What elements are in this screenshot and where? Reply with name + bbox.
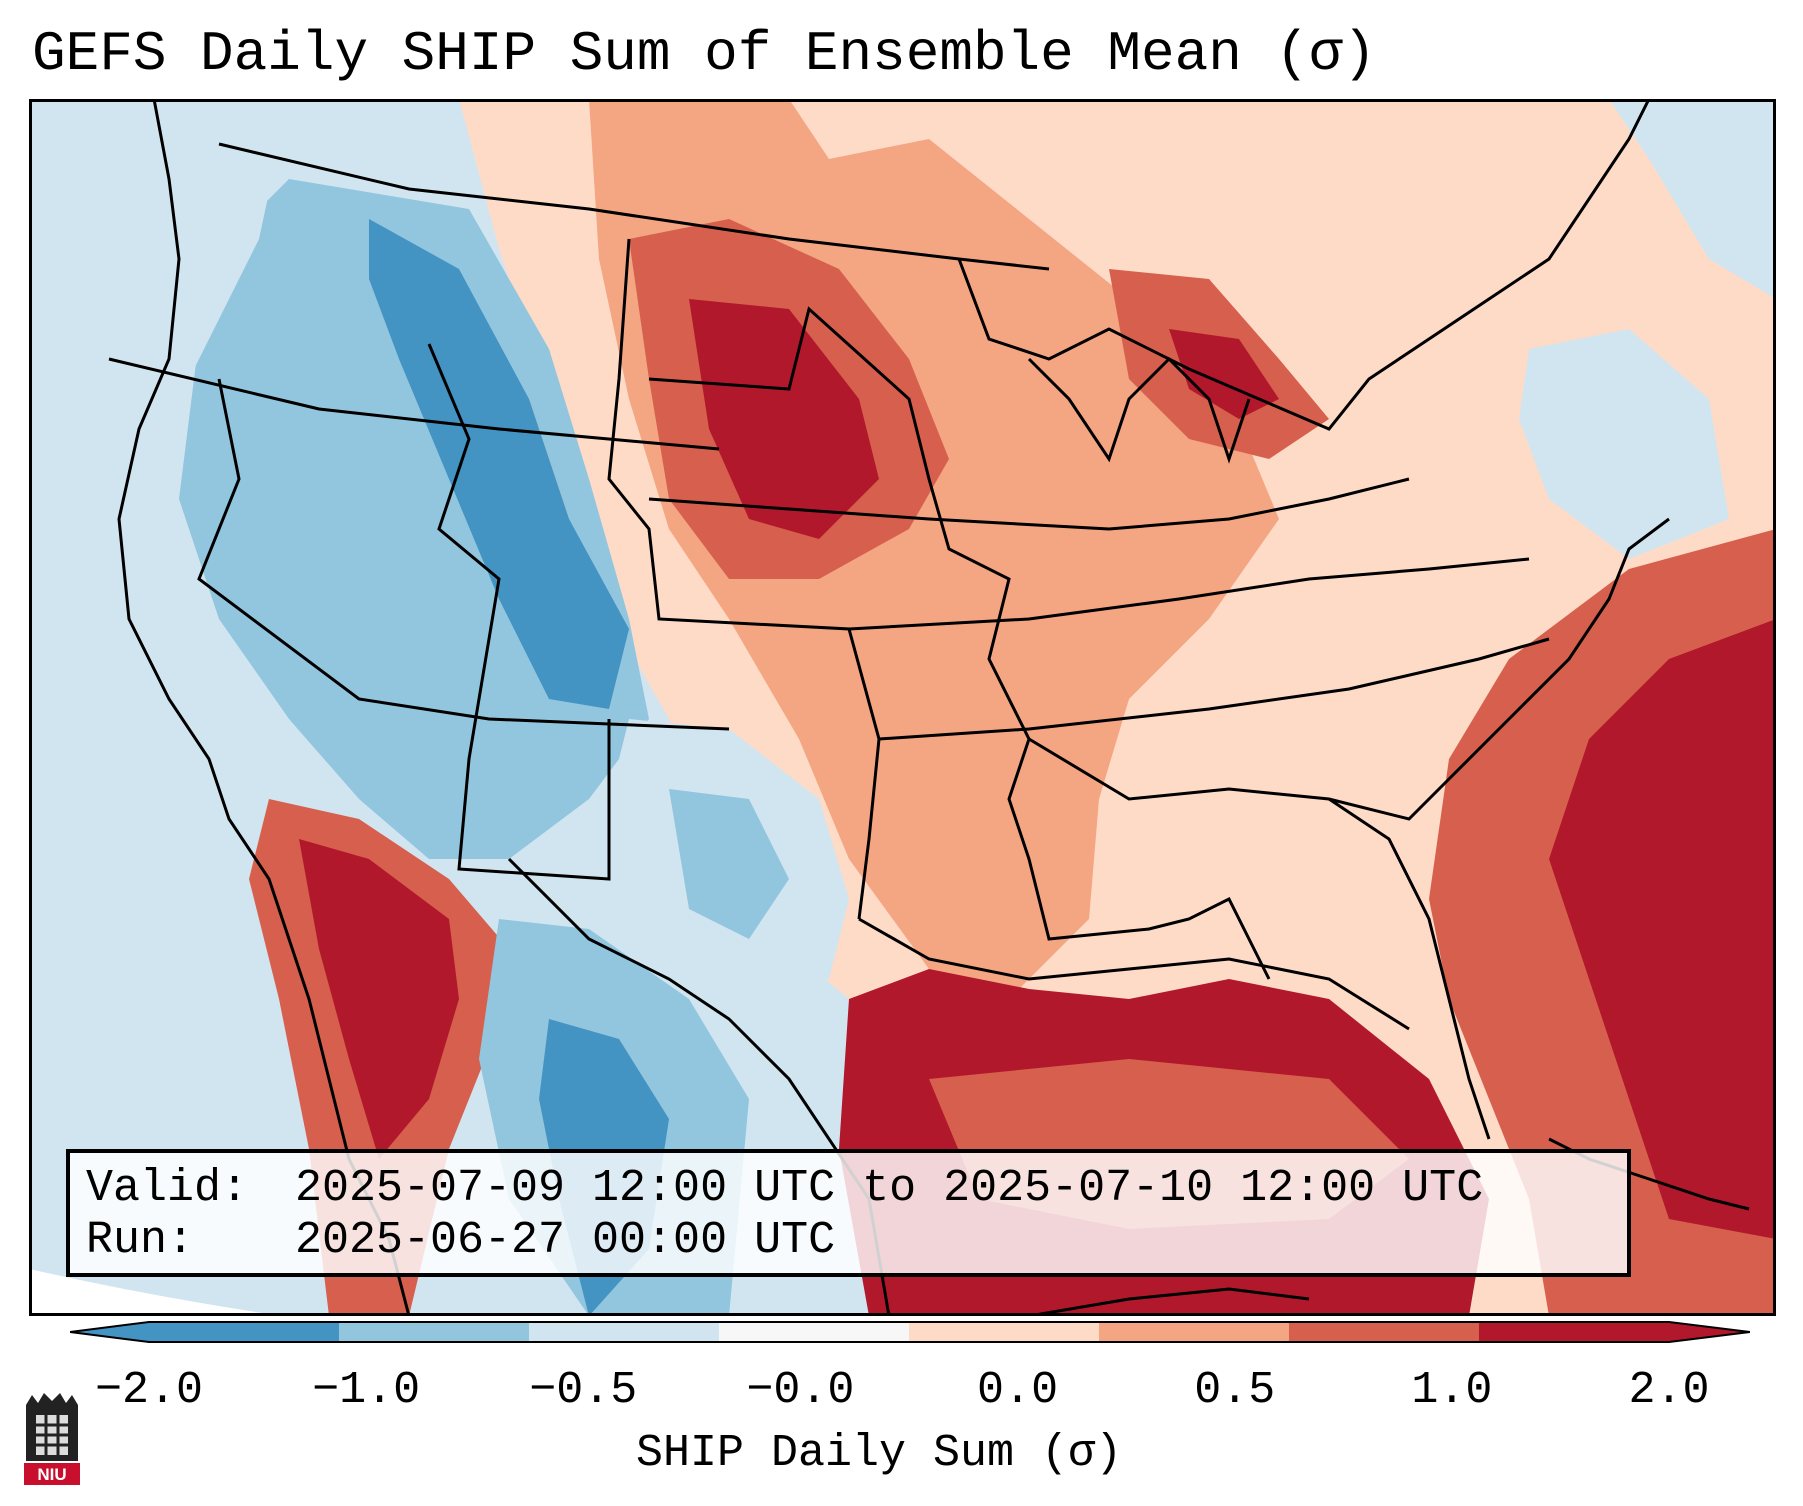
anomaly-field-northeast-cool [1519, 329, 1729, 559]
anomaly-field-canada-east-cool [1609, 99, 1776, 299]
anomaly-field-texas-cool [669, 789, 789, 939]
out-of-domain-area [29, 1269, 283, 1316]
run-line: Run: 2025-06-27 00:00 UTC [86, 1215, 835, 1266]
anomaly-field-cool-west [179, 179, 649, 859]
valid-line: Valid: 2025-07-09 12:00 UTC to 2025-07-10… [86, 1163, 1483, 1214]
niu-logo-text: NIU [37, 1465, 66, 1484]
colorbar-segment [529, 1322, 720, 1342]
map-panel [29, 99, 1776, 1316]
anomaly-field-pacific [29, 99, 289, 799]
midwest-latitude-line [648, 477, 1410, 531]
oregon-idaho-wyoming-line [108, 357, 720, 451]
mississippi-and-southeast-lines [648, 306, 1271, 980]
florida-coastline [1328, 797, 1491, 1140]
colorbar-tick-label: 1.0 [1411, 1365, 1493, 1416]
colorbar-tick-label: 2.0 [1628, 1365, 1710, 1416]
atlantic-coastline [1028, 517, 1670, 821]
southern-latitude-line [878, 637, 1550, 741]
colorbar-segment [1479, 1322, 1670, 1342]
colorbar-segment [339, 1322, 530, 1342]
colorbar-segment [1099, 1322, 1290, 1342]
colorbar-tick-label: 0.0 [977, 1365, 1059, 1416]
central-latitude-line [848, 557, 1530, 631]
great-lakes-and-northeast-border [957, 99, 1651, 431]
colorbar-segment [909, 1322, 1100, 1342]
run-label: Run: [86, 1215, 195, 1266]
valid-label: Valid: [86, 1163, 249, 1214]
info-box: Valid: 2025-07-09 12:00 UTC to 2025-07-10… [66, 1149, 1631, 1277]
rockies-state-lines [427, 343, 611, 881]
anomaly-field-hot-atlantic [1549, 619, 1776, 1239]
map-border [29, 99, 1776, 1316]
map-canvas [29, 99, 1776, 1316]
niu-logo: NIU [24, 1393, 80, 1485]
colorbar [70, 1321, 1750, 1343]
great-lakes-shoreline [1027, 356, 1251, 464]
plains-state-lines [607, 238, 881, 920]
colorbar-tick-label: 0.5 [1194, 1365, 1276, 1416]
colorbar-outline [70, 1321, 1750, 1343]
colorbar-segment [719, 1322, 910, 1342]
colorbar-tick-label: −0.0 [746, 1365, 855, 1416]
yucatan-coastline [1028, 1287, 1310, 1316]
colorbar-label: SHIP Daily Sum (σ) [636, 1428, 1123, 1479]
colorbar-extend-high [1669, 1322, 1750, 1342]
anomaly-field-colder-rockies [369, 219, 629, 709]
colorbar-tick-label: −1.0 [312, 1365, 421, 1416]
us-canada-border [218, 142, 1050, 271]
niu-window-grid [36, 1415, 68, 1455]
colorbar-segment [149, 1322, 340, 1342]
colorbar-tick-label: −2.0 [94, 1365, 204, 1416]
niu-badge [24, 1463, 80, 1485]
map-title: GEFS Daily SHIP Sum of Ensemble Mean (σ) [32, 22, 1377, 86]
colorbar-segment [1289, 1322, 1480, 1342]
gulf-coastline [858, 917, 1410, 1031]
nevada-utah-arizona-line [197, 378, 730, 731]
colorbar-tick-label: −0.5 [529, 1365, 638, 1416]
valid-value: 2025-07-09 12:00 UTC to 2025-07-10 12:00… [295, 1163, 1484, 1214]
anomaly-field-hot-mexico-west [299, 839, 459, 1159]
pacific-coastline [117, 99, 411, 1316]
colorbar-extend-low [70, 1322, 149, 1342]
boundaries [108, 99, 1750, 1316]
run-value: 2025-06-27 00:00 UTC [295, 1215, 836, 1266]
anomaly-field-hot-northern-plains [689, 299, 879, 539]
